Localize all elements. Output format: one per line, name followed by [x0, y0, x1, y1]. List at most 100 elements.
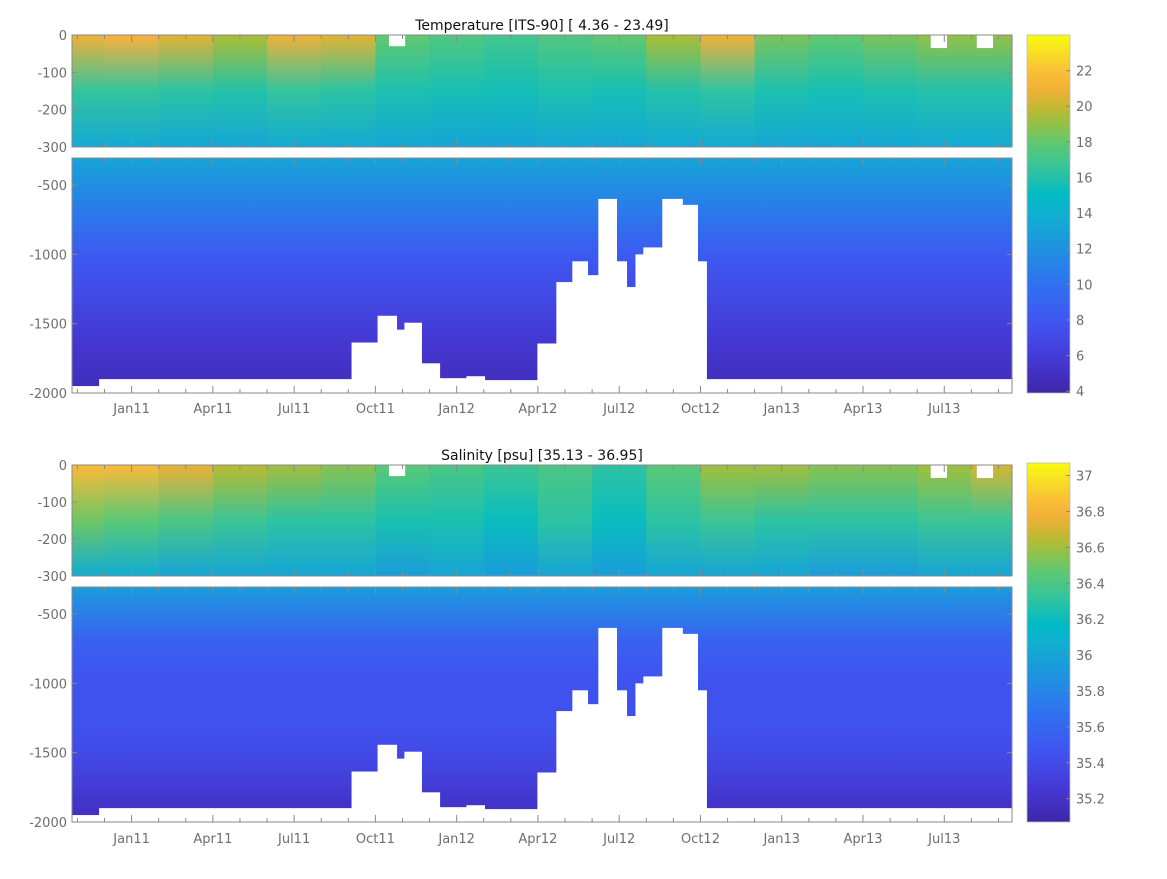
field-column: [267, 35, 322, 147]
no-data-gap: [351, 771, 379, 822]
field-column: [375, 35, 431, 147]
no-data-gap: [537, 343, 557, 393]
field-column: [808, 35, 864, 147]
y-tick-label: -100: [37, 66, 67, 81]
colorbar-tick-label: 35.4: [1076, 757, 1105, 772]
field-column: [429, 35, 485, 147]
field-column: [104, 465, 160, 576]
field-column: [537, 35, 593, 147]
no-data-gap: [72, 815, 100, 822]
field-column: [863, 35, 918, 147]
no-data-gap: [976, 465, 994, 478]
no-data-gap: [72, 386, 100, 393]
no-data-gap: [626, 716, 636, 822]
no-data-gap: [643, 676, 663, 822]
field-column: [375, 465, 431, 576]
y-tick-label: -200: [37, 104, 67, 119]
y-tick-label: -500: [37, 608, 67, 623]
field-column: [212, 35, 268, 147]
colorbar: 4 6 8 10 12 14 16 18 20 22: [1026, 34, 1093, 400]
colorbar-tick-label: 18: [1076, 136, 1093, 151]
plot-title: Temperature [ITS-90] [ 4.36 - 23.49]: [414, 18, 669, 34]
field-column: [537, 465, 593, 576]
x-tick-label: Apr13: [843, 402, 882, 417]
x-tick-label: Oct12: [681, 402, 720, 417]
no-data-gap: [421, 792, 441, 822]
no-data-gap: [706, 379, 1013, 393]
no-data-gap: [556, 282, 573, 393]
no-data-gap: [537, 772, 557, 822]
lower-panel-frame: [71, 157, 1013, 394]
colorbar-tick-label: 35.6: [1076, 721, 1105, 736]
y-tick-label: -100: [37, 496, 67, 511]
field-column: [971, 465, 1013, 576]
plot-title: Salinity [psu] [35.13 - 36.95]: [441, 448, 643, 464]
x-tick-label: Jul13: [927, 832, 960, 847]
x-tick-label: Jan12: [437, 402, 475, 417]
field-column: [863, 465, 918, 576]
no-data-gap: [930, 35, 947, 49]
field-column: [646, 465, 702, 576]
x-tick-label: Jul11: [277, 832, 310, 847]
colorbar-tick-label: 36.6: [1076, 541, 1105, 556]
no-data-gap: [616, 261, 628, 393]
field-column: [483, 465, 539, 576]
y-tick-label: -1000: [29, 677, 67, 692]
no-data-gap: [439, 807, 467, 822]
no-data-gap: [643, 247, 663, 393]
field-column: [971, 35, 1013, 147]
no-data-gap: [976, 35, 994, 49]
no-data-gap: [626, 287, 636, 393]
x-tick-label: Jan13: [762, 832, 800, 847]
salinity-plot: Jan11 Apr11 Jul11 Oct11 Jan12 Apr12 Jul12 Oct12…: [29, 448, 1105, 847]
lower-panel-frame: [71, 586, 1013, 823]
colorbar-tick-label: 22: [1076, 65, 1093, 80]
field-column: [754, 35, 810, 147]
colorbar-tick-label: 35.2: [1076, 793, 1105, 808]
x-tick-label: Jan11: [112, 402, 150, 417]
no-data-gap: [598, 198, 617, 393]
field-column: [104, 35, 160, 147]
field-column: [212, 465, 268, 576]
no-data-gap: [466, 376, 486, 393]
no-data-gap: [466, 805, 486, 822]
y-tick-label: -300: [37, 141, 67, 156]
no-data-gap: [697, 690, 707, 822]
colorbar-tick-label: 20: [1076, 100, 1093, 115]
field-column: [483, 35, 539, 147]
no-data-gap: [697, 261, 707, 393]
y-tick-label: -200: [37, 533, 67, 548]
no-data-gap: [635, 254, 644, 393]
x-tick-label: Jan11: [112, 832, 150, 847]
field-column: [429, 465, 485, 576]
field-column: [592, 35, 647, 147]
x-tick-label: Apr12: [518, 402, 557, 417]
no-data-gap: [404, 751, 422, 822]
no-data-gap: [404, 322, 422, 393]
upper-panel-field: [72, 465, 1013, 576]
y-tick-label: -300: [37, 570, 67, 585]
y-tick-label: -1500: [29, 747, 67, 762]
colorbar-tick-label: 12: [1076, 243, 1093, 258]
colorbar-tick-label: 6: [1076, 350, 1084, 365]
no-data-gap: [388, 35, 406, 47]
y-tick-label: 0: [59, 459, 67, 474]
no-data-gap: [439, 378, 467, 393]
no-data-gap: [421, 363, 441, 393]
x-tick-label: Jul11: [277, 402, 310, 417]
y-tick-label: -1000: [29, 248, 67, 263]
upper-panel-frame: [71, 464, 1013, 577]
no-data-gap: [99, 808, 353, 822]
no-data-gap: [662, 627, 683, 822]
no-data-gap: [930, 465, 947, 478]
x-tick-label: Jul12: [602, 402, 635, 417]
colorbar: 35.2 35.4 35.6 35.8 36 36.2 36.4 36.6 36.8 37: [1026, 462, 1105, 823]
no-data-gap: [484, 809, 538, 822]
x-tick-label: Oct12: [681, 832, 720, 847]
temperature-plot: Jan11 Apr11 Jul11 Oct11 Jan12 Apr12 Jul12 Oct12…: [29, 18, 1092, 417]
no-data-gap: [616, 690, 628, 822]
colorbar-tick-label: 10: [1076, 278, 1093, 293]
field-column: [754, 465, 810, 576]
y-tick-label: 0: [59, 29, 67, 44]
